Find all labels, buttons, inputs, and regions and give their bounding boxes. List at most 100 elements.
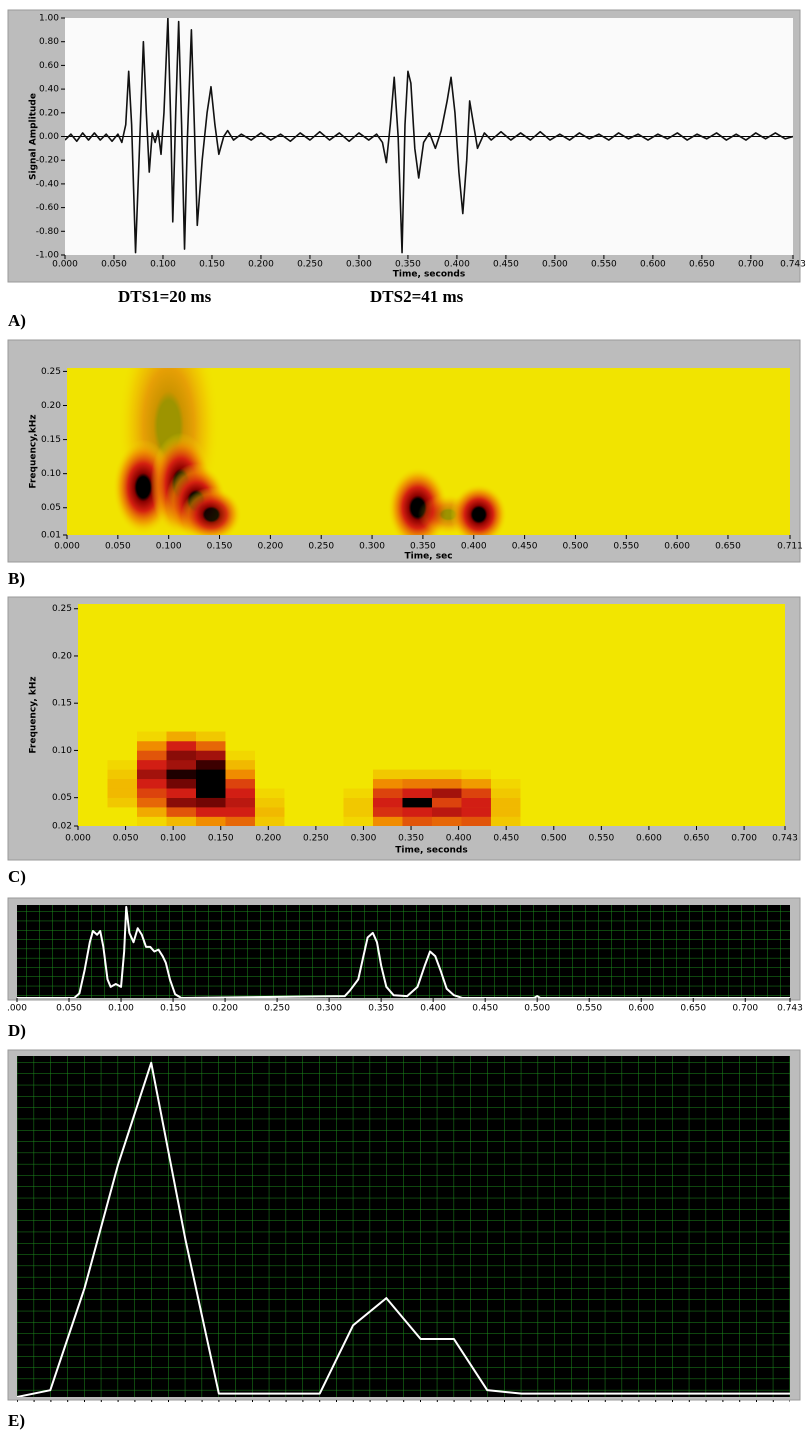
heatmap-cell xyxy=(195,788,226,798)
heatmap-cell xyxy=(549,807,579,817)
heatmap-cell xyxy=(608,769,638,780)
signal-line xyxy=(17,1061,790,1397)
heatmap-cell xyxy=(490,807,521,817)
heatmap-cell xyxy=(225,759,256,770)
heatmap-cell xyxy=(755,788,785,798)
heatmap-cell xyxy=(78,816,108,826)
x-tick-label: 0.150 xyxy=(207,542,233,552)
heatmap-cell xyxy=(254,759,285,770)
x-tick-label: 0.250 xyxy=(297,260,323,270)
heatmap-cell xyxy=(313,731,344,742)
y-tick-label: 0.25 xyxy=(41,367,61,377)
heatmap-cell xyxy=(431,769,462,780)
x-tick-label: 0.500 xyxy=(542,260,568,270)
x-tick-label: 0.200 xyxy=(248,260,274,270)
heatmap-cell xyxy=(136,816,167,826)
heatmap-cell xyxy=(461,797,492,808)
x-tick-label: 0.300 xyxy=(346,260,372,270)
heatmap-cell xyxy=(402,731,433,742)
heatmap-cell xyxy=(402,740,433,751)
x-tick-label: 0.050 xyxy=(105,542,131,552)
heatmap-cell xyxy=(254,731,285,742)
heatmap-cell xyxy=(195,816,226,826)
energy-spot xyxy=(450,483,508,535)
y-tick-label: 0.20 xyxy=(41,401,61,411)
heatmap-cell xyxy=(195,807,226,817)
signal-line xyxy=(17,905,790,998)
heatmap-cell xyxy=(637,778,668,789)
heatmap-cell xyxy=(343,759,374,770)
heatmap-cell xyxy=(284,816,315,826)
heatmap-cell xyxy=(402,807,433,817)
x-tick-label: 0.650 xyxy=(689,260,715,270)
heatmap-cell xyxy=(343,740,374,751)
plot-content xyxy=(78,731,785,826)
x-tick-label: 0.050 xyxy=(113,834,139,844)
heatmap-cell xyxy=(136,797,167,808)
heatmap-cell xyxy=(696,769,727,780)
heatmap-cell xyxy=(461,759,492,770)
heatmap-cell xyxy=(490,740,521,751)
heatmap-cell xyxy=(78,731,108,742)
heatmap-cell xyxy=(696,797,727,808)
y-tick-label: 0.00 xyxy=(39,132,59,142)
heatmap-cell xyxy=(696,816,727,826)
heatmap-cell xyxy=(578,740,609,751)
heatmap-cell xyxy=(343,769,374,780)
heatmap-cell xyxy=(637,731,668,742)
heatmap-cell xyxy=(284,750,315,761)
heatmap-cell xyxy=(549,740,579,751)
heatmap-cell xyxy=(225,731,256,742)
heatmap-cell xyxy=(520,788,550,798)
heatmap-cell xyxy=(726,788,756,798)
heatmap-cell xyxy=(431,797,462,808)
x-tick-label: 0.600 xyxy=(628,1004,654,1014)
heatmap-cell xyxy=(313,807,344,817)
x-tick-label: 0.050 xyxy=(101,260,127,270)
heatmap-cell xyxy=(195,740,226,751)
heatmap-cell xyxy=(755,807,785,817)
grid xyxy=(17,905,790,998)
heatmap-cell xyxy=(578,807,609,817)
heatmap-cell xyxy=(726,797,756,808)
heatmap-cell xyxy=(520,807,550,817)
heatmap-cell xyxy=(254,797,285,808)
y-tick-label: 0.02 xyxy=(52,822,72,832)
plot-content xyxy=(17,1061,790,1397)
heatmap-cell xyxy=(549,731,579,742)
annotation: DTS2=41 ms xyxy=(370,287,464,306)
energy-spot xyxy=(180,487,242,535)
y-tick-label: 0.20 xyxy=(39,108,59,118)
heatmap-cell xyxy=(490,769,521,780)
heatmap-cell xyxy=(755,769,785,780)
y-tick-label: -0.60 xyxy=(36,203,60,213)
heatmap-cell xyxy=(166,797,197,808)
x-tick-label: 0.350 xyxy=(398,834,424,844)
heatmap-cell xyxy=(343,750,374,761)
heatmap-cell xyxy=(225,740,256,751)
x-tick-label: 0.400 xyxy=(444,260,470,270)
x-tick-label: 0.700 xyxy=(731,834,757,844)
y-tick-label: -0.40 xyxy=(36,179,60,189)
heatmap-cell xyxy=(490,731,521,742)
heatmap-cell xyxy=(696,807,727,817)
x-tick-label: 0.743 xyxy=(780,260,806,270)
heatmap-cell xyxy=(549,750,579,761)
heatmap-cell xyxy=(107,807,138,817)
x-tick-label: 0.743 xyxy=(777,1004,803,1014)
heatmap-cell xyxy=(166,750,197,761)
x-tick-label: 0.100 xyxy=(156,542,182,552)
heatmap-cell xyxy=(549,797,579,808)
heatmap-cell xyxy=(696,740,727,751)
x-tick-label: 0.400 xyxy=(446,834,472,844)
heatmap-cell xyxy=(78,788,108,798)
heatmap-cell xyxy=(195,769,226,780)
x-axis-title: Time, seconds xyxy=(393,270,465,280)
heatmap-cell xyxy=(696,731,727,742)
heatmap-cell xyxy=(520,740,550,751)
heatmap-cell xyxy=(490,797,521,808)
heatmap-cell xyxy=(490,750,521,761)
x-tick-label: 0.500 xyxy=(563,542,589,552)
